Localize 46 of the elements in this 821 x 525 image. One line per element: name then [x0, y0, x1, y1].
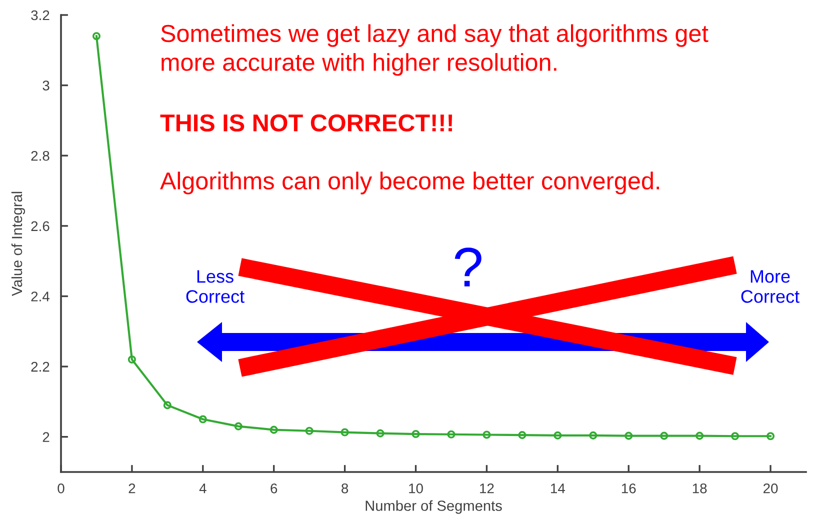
x-tick-label: 16 — [622, 483, 636, 494]
x-tick-label: 10 — [409, 483, 423, 494]
x-tick-label: 20 — [764, 483, 778, 494]
point — [731, 432, 740, 440]
point — [92, 32, 101, 40]
x-tick-label: 4 — [199, 484, 206, 494]
point — [376, 429, 384, 438]
point — [234, 422, 242, 430]
point — [660, 432, 668, 440]
annotation: More Correct — [741, 270, 800, 303]
x-tick-label: 14 — [551, 484, 565, 494]
annotation: Algorithms can only become better converged. — [160, 172, 660, 194]
x-tick-label: 8 — [342, 483, 348, 494]
annotation: Sometimes we get lazy and say that algorithms get more accurate with higher resolution. — [161, 24, 708, 76]
point — [412, 430, 420, 438]
point — [518, 431, 526, 440]
x-tick-label: 18 — [692, 483, 707, 494]
y-tick-label: 2.8 — [31, 150, 50, 161]
point — [128, 355, 136, 364]
point — [163, 401, 172, 410]
x-tick-label: 0 — [58, 483, 64, 494]
point — [340, 428, 349, 436]
y-tick-label: 3 — [42, 80, 50, 90]
annotation: ? — [454, 248, 482, 286]
point — [198, 415, 207, 424]
y-tick-label: 2 — [42, 432, 50, 442]
x-tick-label: 2 — [128, 483, 136, 494]
point — [696, 432, 704, 440]
y-tick-label: 2.2 — [31, 362, 50, 372]
annotation: THIS IS NOT CORRECT!!! — [160, 114, 452, 132]
x-tick-label: 6 — [270, 483, 278, 494]
point — [766, 432, 775, 440]
point — [624, 432, 633, 440]
point — [554, 431, 562, 440]
x-tick-label: 12 — [480, 483, 494, 494]
y-tick-label: 3.2 — [31, 10, 50, 20]
point — [482, 430, 491, 439]
point — [589, 431, 598, 440]
x-axis-title: Number of Segments — [366, 500, 502, 514]
y-axis-title: Value of Integral — [11, 192, 26, 296]
point — [270, 426, 278, 434]
point — [305, 426, 314, 435]
y-tick-label: 2.6 — [31, 221, 50, 232]
point — [447, 430, 456, 438]
y-tick-label: 2.4 — [31, 292, 50, 302]
annotation: Less Correct — [186, 270, 244, 303]
